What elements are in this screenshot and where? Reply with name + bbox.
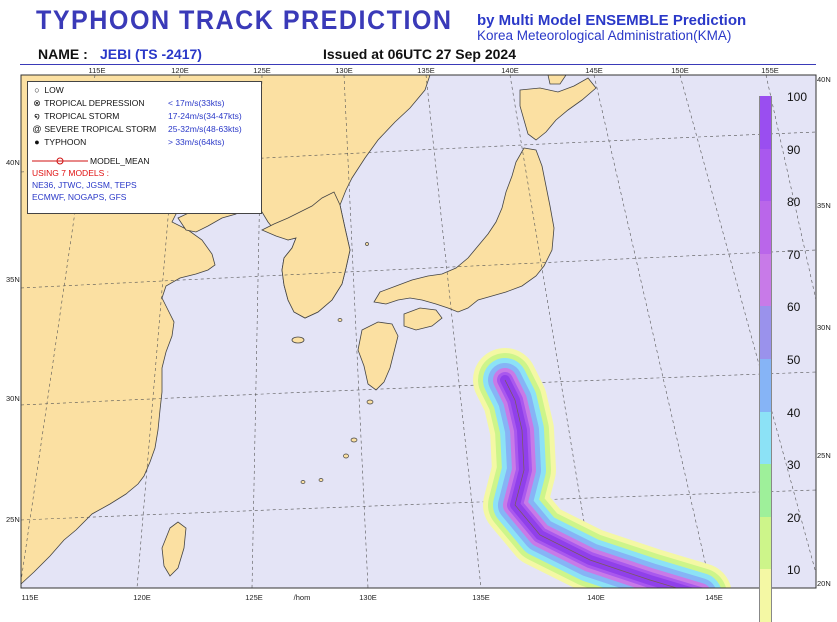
legend-item-tropical-depression: ⊗ TROPICAL DEPRESSION bbox=[32, 98, 145, 110]
scale-swatch bbox=[759, 253, 772, 307]
bottom-lon-label: 125E bbox=[245, 593, 263, 602]
korean-peninsula bbox=[261, 191, 351, 319]
bottom-lon-label: 135E bbox=[472, 593, 490, 602]
top-lon-label: 120E bbox=[171, 66, 189, 75]
page-title: TYPHOON TRACK PREDICTION bbox=[36, 5, 453, 35]
low-symbol-icon: ○ bbox=[34, 85, 40, 95]
kyushu bbox=[357, 321, 399, 391]
sakhalin bbox=[547, 75, 567, 85]
left-lat-label: 35N bbox=[6, 275, 20, 284]
models-list-2: ECMWF, NOGAPS, GFS bbox=[32, 192, 127, 202]
bottom-lon-label: 140E bbox=[587, 593, 605, 602]
scale-label: 90 bbox=[787, 142, 801, 157]
top-lon-label: 140E bbox=[501, 66, 519, 75]
tropical-storm-icon: ໑ bbox=[34, 111, 40, 121]
name-label: NAME : bbox=[38, 46, 88, 62]
scale-label: 80 bbox=[787, 195, 801, 210]
top-lon-label: 145E bbox=[585, 66, 603, 75]
model-mean-track bbox=[504, 379, 678, 588]
legend-value: < 17m/s(33kts) bbox=[168, 98, 225, 108]
left-lat-label: 30N bbox=[6, 394, 20, 403]
scale-swatch bbox=[759, 359, 772, 412]
shikoku bbox=[403, 307, 443, 331]
legend-label: TROPICAL STORM bbox=[44, 111, 120, 121]
top-lon-label: 150E bbox=[671, 66, 689, 75]
scale-label: 70 bbox=[787, 247, 801, 262]
legend-label: TROPICAL DEPRESSION bbox=[44, 98, 145, 108]
scale-label: 30 bbox=[787, 458, 801, 473]
issued-time: Issued at 06UTC 27 Sep 2024 bbox=[323, 46, 516, 62]
bottom-lon-label: 145E bbox=[705, 593, 723, 602]
scale-label: 50 bbox=[787, 353, 801, 367]
right-lat-label: 25N bbox=[817, 451, 831, 460]
left-lat-label: 25N bbox=[6, 515, 20, 524]
legend-item-tropical-storm: ໑ TROPICAL STORM bbox=[32, 111, 119, 123]
honshu bbox=[373, 147, 555, 313]
legend-item-typhoon: ● TYPHOON bbox=[32, 137, 86, 149]
legend-value: 17-24m/s(34-47kts) bbox=[168, 111, 242, 121]
scale-swatch bbox=[759, 201, 772, 254]
legend-label: LOW bbox=[44, 85, 64, 95]
legend-item-low: ○ LOW bbox=[32, 85, 64, 97]
top-lon-label: 155E bbox=[761, 66, 779, 75]
bottom-lon-label: /hom bbox=[294, 593, 311, 602]
scale-label: 60 bbox=[787, 300, 801, 315]
bottom-lon-label: 115E bbox=[22, 593, 39, 602]
scale-label: 10 bbox=[787, 563, 801, 578]
scale-swatch bbox=[759, 411, 772, 465]
storm-name: JEBI (TS -2417) bbox=[100, 46, 202, 62]
scale-swatch bbox=[759, 516, 772, 570]
byline-agency: Korea Meteorological Administration(KMA) bbox=[477, 28, 732, 43]
typhoon-icon: ● bbox=[34, 137, 40, 147]
top-lon-label: 130E bbox=[335, 66, 353, 75]
right-lat-label: 30N bbox=[817, 323, 831, 332]
right-lat-label: 40N bbox=[817, 75, 831, 84]
top-lon-label: 115E bbox=[89, 66, 106, 75]
legend-box: ○ LOW ⊗ TROPICAL DEPRESSION < 17m/s(33kt… bbox=[27, 81, 262, 214]
legend-label: SEVERE TROPICAL STORM bbox=[44, 124, 157, 134]
byline-model: by Multi Model ENSEMBLE Prediction bbox=[477, 12, 747, 29]
severe-tropical-storm-icon: @ bbox=[32, 124, 42, 134]
scale-swatch bbox=[759, 306, 772, 359]
legend-label: TYPHOON bbox=[44, 137, 87, 147]
scale-label: 20 bbox=[787, 510, 801, 525]
taiwan bbox=[161, 521, 187, 577]
scale-swatch bbox=[759, 464, 772, 517]
bottom-lon-label: 130E bbox=[359, 593, 377, 602]
legend-item-severe-tropical-storm: @ SEVERE TROPICAL STORM bbox=[32, 124, 156, 136]
ryukyu-islands bbox=[300, 242, 374, 484]
right-lat-label: 35N bbox=[817, 201, 831, 210]
legend-value: 25-32m/s(48-63kts) bbox=[168, 124, 242, 134]
bottom-lon-label: 120E bbox=[133, 593, 151, 602]
model-mean-label: MODEL_MEAN bbox=[90, 156, 150, 166]
model-mean-line-icon bbox=[32, 157, 88, 165]
models-heading: USING 7 MODELS : bbox=[32, 168, 109, 178]
scale-swatch bbox=[759, 148, 772, 202]
scale-swatch bbox=[759, 96, 772, 149]
right-lat-label: 20N bbox=[817, 579, 831, 588]
hokkaido bbox=[519, 77, 597, 141]
header-divider bbox=[20, 64, 816, 65]
legend-value: > 33m/s(64kts) bbox=[168, 137, 225, 147]
scale-label: 100 bbox=[787, 90, 808, 104]
tropical-depression-icon: ⊗ bbox=[33, 98, 41, 108]
scale-label: 40 bbox=[787, 405, 801, 420]
top-lon-label: 135E bbox=[417, 66, 435, 75]
scale-swatch bbox=[759, 569, 772, 622]
models-list-1: NE36, JTWC, JGSM, TEPS bbox=[32, 180, 137, 190]
left-lat-label: 40N bbox=[6, 158, 20, 167]
jeju-island bbox=[291, 336, 305, 344]
top-lon-label: 125E bbox=[253, 66, 271, 75]
